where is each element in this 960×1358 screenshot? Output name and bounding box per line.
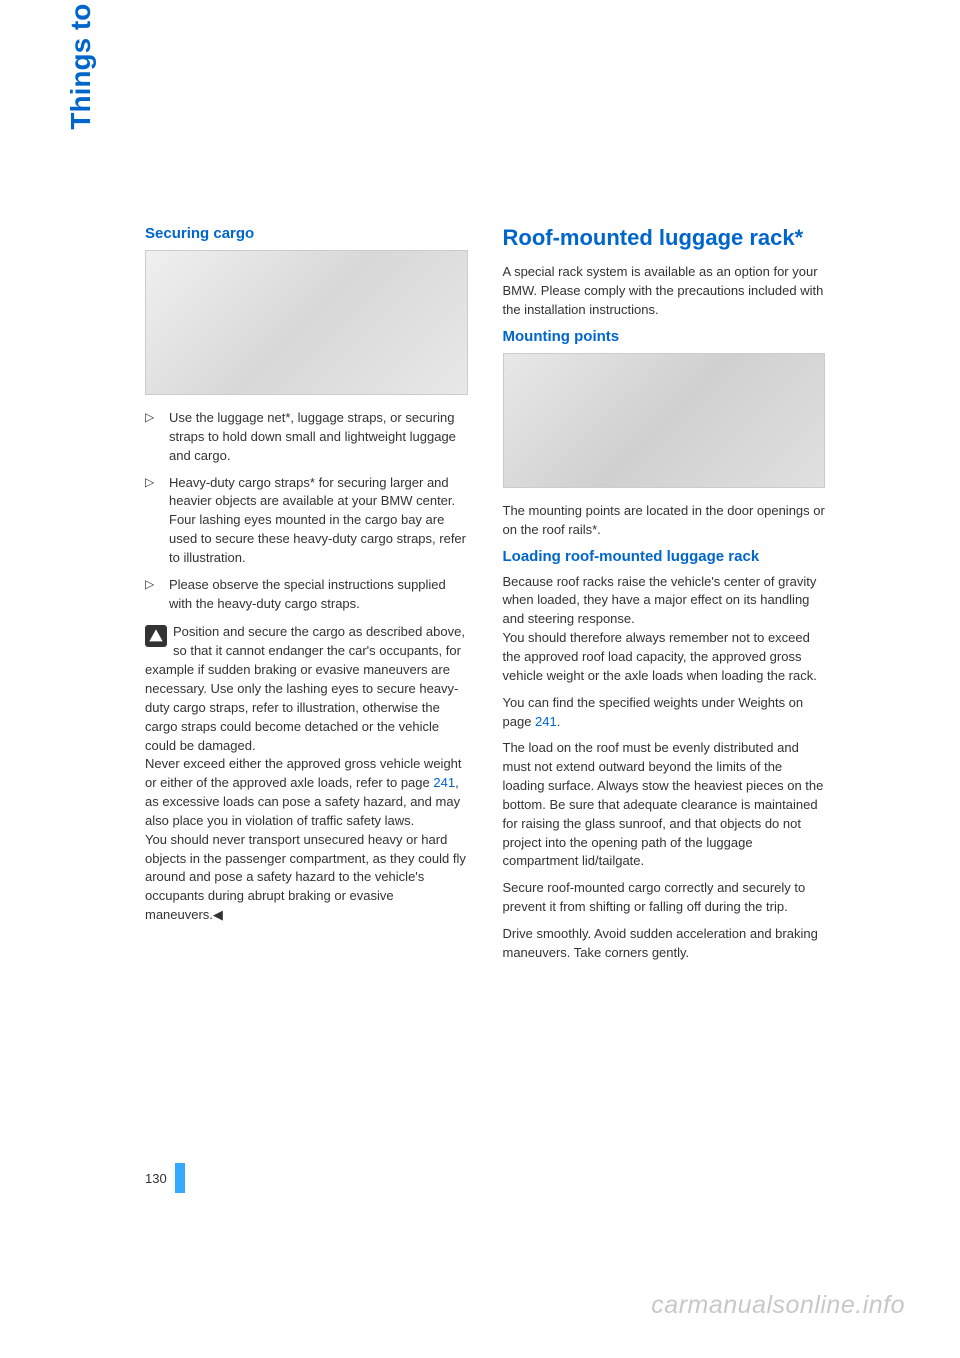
mounting-points-heading: Mounting points bbox=[503, 328, 826, 345]
loading-paragraph: Because roof racks raise the vehicle's c… bbox=[503, 573, 826, 686]
list-item: Please observe the special instructions … bbox=[145, 576, 468, 614]
securing-cargo-heading: Securing cargo bbox=[145, 225, 468, 242]
page-number: 130 bbox=[145, 1171, 167, 1186]
loading-text-1: Because roof racks raise the vehicle's c… bbox=[503, 574, 817, 627]
cargo-bullet-list: Use the luggage net*, luggage straps, or… bbox=[145, 409, 468, 613]
load-distribution-text: The load on the roof must be evenly dist… bbox=[503, 739, 826, 871]
list-item: Use the luggage net*, luggage straps, or… bbox=[145, 409, 468, 466]
watermark-text: carmanualsonline.info bbox=[651, 1291, 905, 1320]
roof-intro-text: A special rack system is available as an… bbox=[503, 263, 826, 320]
content-columns: Securing cargo Use the luggage net*, lug… bbox=[145, 225, 825, 971]
chapter-side-title: Things to remember when driving bbox=[65, 0, 97, 230]
page-marker-bar bbox=[175, 1163, 185, 1193]
roof-rack-heading: Roof-mounted luggage rack* bbox=[503, 225, 826, 251]
manual-page: Things to remember when driving Securing… bbox=[0, 0, 960, 1358]
cargo-illustration bbox=[145, 250, 468, 395]
weights-paragraph: You can find the specified weights under… bbox=[503, 694, 826, 732]
weights-text-post: . bbox=[557, 714, 561, 729]
page-number-block: 130 bbox=[145, 1163, 185, 1193]
warning-text-3a: Never exceed either the approved gross v… bbox=[145, 756, 462, 790]
left-column: Securing cargo Use the luggage net*, lug… bbox=[145, 225, 468, 971]
list-item: Heavy-duty cargo straps* for securing la… bbox=[145, 474, 468, 568]
loading-text-1b: You should therefore always remember not… bbox=[503, 630, 817, 683]
mounting-text: The mounting points are located in the d… bbox=[503, 502, 826, 540]
right-column: Roof-mounted luggage rack* A special rac… bbox=[503, 225, 826, 971]
warning-icon bbox=[145, 625, 167, 647]
mounting-illustration bbox=[503, 353, 826, 488]
page-link-241[interactable]: 241 bbox=[433, 775, 455, 790]
page-link-241b[interactable]: 241 bbox=[535, 714, 557, 729]
loading-heading: Loading roof-mounted luggage rack bbox=[503, 548, 826, 565]
secure-cargo-text: Secure roof-mounted cargo correctly and … bbox=[503, 879, 826, 917]
warning-block: Position and secure the cargo as describ… bbox=[145, 623, 468, 925]
drive-smoothly-text: Drive smoothly. Avoid sudden acceleratio… bbox=[503, 925, 826, 963]
warning-text-4: You should never transport unsecured hea… bbox=[145, 832, 466, 922]
